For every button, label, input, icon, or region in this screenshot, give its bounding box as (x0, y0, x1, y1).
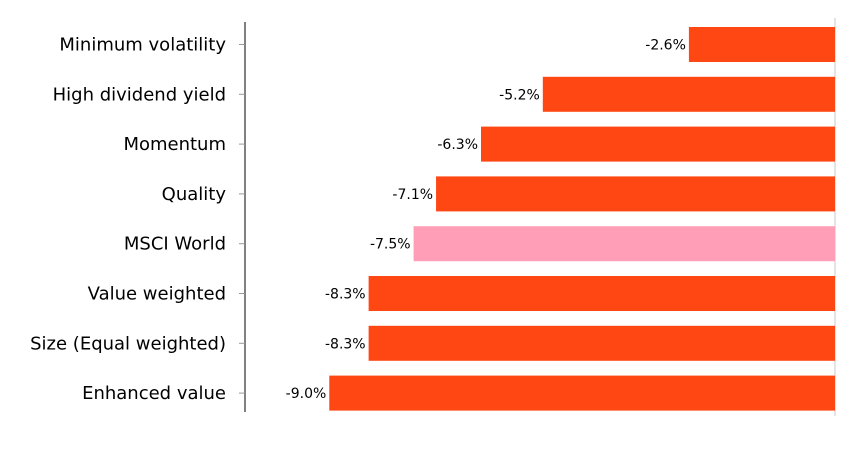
category-label: Size (Equal weighted) (30, 333, 226, 354)
category-label: High dividend yield (53, 84, 226, 105)
bar (329, 375, 835, 411)
bar (542, 76, 835, 112)
category-label: Quality (162, 184, 227, 205)
data-label: -6.3% (437, 137, 478, 153)
bar (368, 276, 835, 311)
category-label: Momentum (123, 134, 226, 155)
data-label: -8.3% (325, 287, 366, 303)
category-label: MSCI World (124, 234, 226, 255)
bar (368, 325, 835, 361)
data-label: -5.2% (499, 87, 540, 103)
data-label: -7.1% (392, 187, 433, 203)
data-label: -8.3% (325, 336, 366, 352)
category-label: Value weighted (88, 284, 226, 305)
data-label: -7.5% (370, 237, 411, 253)
bar (481, 126, 835, 162)
bar (436, 176, 835, 212)
category-label: Minimum volatility (59, 35, 226, 56)
bar (413, 226, 835, 262)
category-label: Enhanced value (82, 383, 226, 404)
data-label: -9.0% (286, 386, 327, 402)
data-label: -2.6% (645, 38, 686, 54)
bar (688, 27, 835, 62)
